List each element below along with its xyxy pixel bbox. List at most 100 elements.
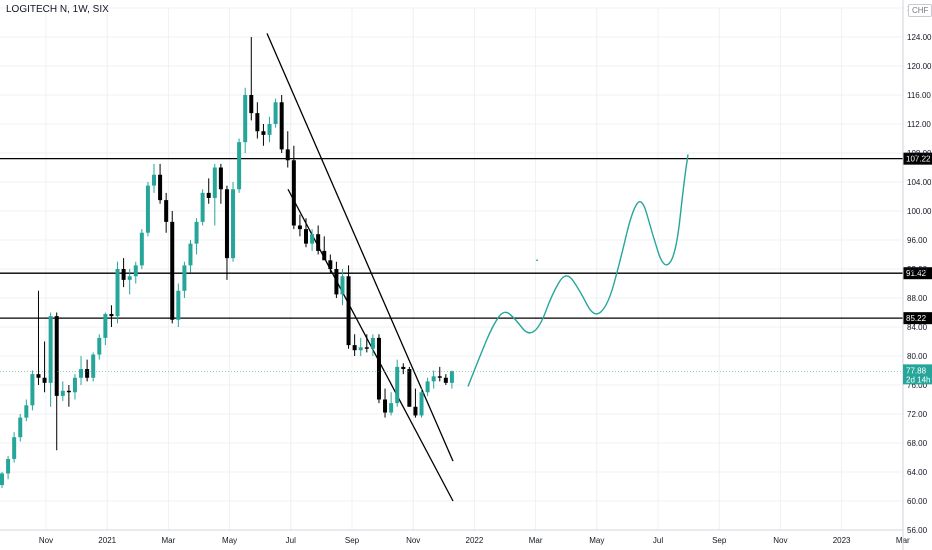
candle-body [328,260,333,269]
candle-body [267,124,272,135]
y-tick-label: 116.00 [907,91,931,100]
candle-body [66,390,71,393]
y-tick-label: 112.00 [907,120,931,129]
candle-body [358,347,363,351]
y-tick-label: 76.00 [907,381,928,390]
candle [0,472,4,488]
candle-body [182,265,187,291]
candle-body [291,160,296,226]
candle [127,269,132,295]
y-tick-label: 124.00 [907,33,932,42]
candle [431,370,436,389]
candle [212,163,217,226]
candle-body [152,174,156,186]
x-tick-label: May [589,536,604,545]
last-price-label: 77.88 [906,366,927,375]
candle-body [188,243,193,266]
level-label: 85.22 [906,314,927,323]
candle [133,261,138,284]
candle-body [103,313,108,338]
candle [243,87,248,153]
candle-body [91,354,96,378]
candle [401,363,406,375]
candle [437,366,442,382]
candle [42,341,47,393]
y-tick-label: 88.00 [907,294,928,303]
last-price-tag [903,364,932,385]
channel-line [287,188,454,502]
level-tag [903,312,932,325]
y-tick-label: 92.00 [907,265,928,274]
candle-body [212,167,217,198]
candle-body [383,399,388,413]
candle [316,225,321,255]
candle [340,269,345,306]
channel-line [266,33,454,462]
candle-body [218,167,223,190]
candle-body [322,250,327,261]
y-tick-label: 80.00 [907,352,928,361]
candle-body [425,381,430,393]
candle-body [133,265,138,277]
candle [66,385,71,407]
y-tick-label: 60.00 [907,497,928,506]
y-tick-label: 56.00 [907,526,928,535]
candle-body [395,366,400,404]
candle-body [261,131,266,135]
candle-body [443,377,448,383]
candle [413,388,418,418]
candle [85,359,90,382]
bar-countdown-label: 2d 14h [906,375,930,384]
candle-body [145,185,150,233]
candle [297,214,302,237]
candle-body [352,345,357,351]
currency-badge[interactable]: CHF [908,4,932,17]
candle [164,192,169,233]
candle-body [346,276,351,346]
candle-body [304,229,308,244]
candle-body [139,232,144,266]
candle [328,254,333,273]
candle [425,377,430,396]
candle [12,432,17,463]
candle-body [48,316,53,383]
projection-path [467,154,689,387]
candle-body [370,337,375,349]
candle [121,258,126,288]
x-tick-label: 2021 [98,536,116,545]
candle [36,290,41,385]
candle-body [255,113,260,132]
x-tick-label: Jul [286,536,296,545]
candle [24,399,29,422]
x-tick-label: Mar [162,536,176,545]
candle-body [170,221,175,320]
candle [407,366,412,407]
candle [170,211,175,324]
y-tick-label: 72.00 [907,410,928,419]
candle [291,145,296,230]
candle [224,185,229,280]
candle-body [54,316,59,396]
candle-body [334,269,339,295]
candle [370,334,375,356]
candle-body [36,374,41,378]
candle [188,240,193,273]
y-tick-label: 68.00 [907,439,928,448]
candle [103,312,108,346]
candle [72,374,77,400]
candle [443,374,448,385]
candle [79,356,84,385]
candle [109,305,114,327]
level-tag [903,267,932,280]
x-tick-label: Nov [39,536,53,545]
level-label: 107.22 [906,155,931,164]
candle-body [401,366,406,370]
candle [255,102,260,139]
candle-body [364,347,369,349]
candle-body [316,234,321,251]
candle [322,236,327,261]
candle [176,283,181,327]
candle-body [115,269,120,317]
